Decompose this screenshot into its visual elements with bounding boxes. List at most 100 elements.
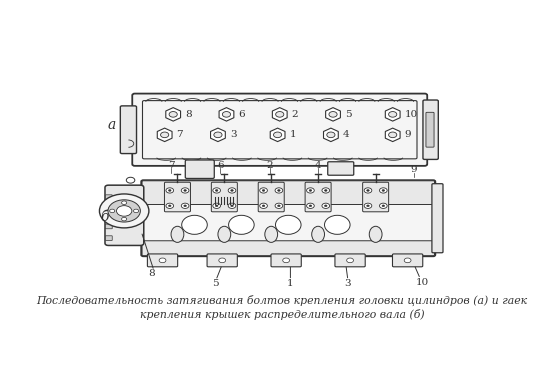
Circle shape xyxy=(213,203,221,209)
Circle shape xyxy=(109,209,115,213)
Polygon shape xyxy=(270,128,285,142)
FancyBboxPatch shape xyxy=(142,181,434,204)
Circle shape xyxy=(275,203,283,209)
Ellipse shape xyxy=(324,215,350,234)
Text: 5: 5 xyxy=(345,110,351,119)
Text: 7: 7 xyxy=(168,161,174,170)
Text: 8: 8 xyxy=(148,269,155,278)
Text: 2: 2 xyxy=(267,161,273,170)
FancyBboxPatch shape xyxy=(328,162,354,175)
Circle shape xyxy=(166,203,174,209)
Circle shape xyxy=(283,258,289,263)
FancyBboxPatch shape xyxy=(423,100,438,160)
Text: 2: 2 xyxy=(292,110,298,119)
Circle shape xyxy=(108,200,140,222)
Circle shape xyxy=(168,190,171,191)
Text: 4: 4 xyxy=(315,161,321,170)
Circle shape xyxy=(324,190,327,191)
Circle shape xyxy=(276,112,284,117)
FancyBboxPatch shape xyxy=(185,160,215,179)
Text: крепления крышек распределительного вала (б): крепления крышек распределительного вала… xyxy=(140,309,424,320)
Polygon shape xyxy=(386,128,400,142)
Circle shape xyxy=(367,190,369,191)
Polygon shape xyxy=(323,128,338,142)
Circle shape xyxy=(379,203,387,209)
Circle shape xyxy=(260,188,267,193)
Circle shape xyxy=(382,190,384,191)
Ellipse shape xyxy=(182,215,207,234)
FancyBboxPatch shape xyxy=(106,236,112,241)
FancyBboxPatch shape xyxy=(142,101,417,159)
FancyBboxPatch shape xyxy=(393,254,423,267)
Circle shape xyxy=(214,132,222,138)
FancyBboxPatch shape xyxy=(426,112,434,147)
FancyBboxPatch shape xyxy=(258,182,284,212)
Circle shape xyxy=(222,112,230,117)
Polygon shape xyxy=(386,108,400,121)
Circle shape xyxy=(278,190,280,191)
Circle shape xyxy=(100,194,149,228)
Circle shape xyxy=(309,190,312,191)
Circle shape xyxy=(322,188,329,193)
FancyBboxPatch shape xyxy=(164,182,190,212)
Text: 10: 10 xyxy=(416,277,429,287)
Circle shape xyxy=(275,188,283,193)
Polygon shape xyxy=(157,128,172,142)
Circle shape xyxy=(184,190,186,191)
Polygon shape xyxy=(272,108,287,121)
Circle shape xyxy=(327,132,335,138)
Polygon shape xyxy=(211,128,226,142)
Polygon shape xyxy=(326,108,340,121)
FancyBboxPatch shape xyxy=(106,209,112,214)
Circle shape xyxy=(182,203,189,209)
Circle shape xyxy=(324,205,327,207)
Circle shape xyxy=(184,205,186,207)
FancyBboxPatch shape xyxy=(147,254,178,267)
Text: 5: 5 xyxy=(212,279,219,288)
Text: 9: 9 xyxy=(405,130,411,139)
Circle shape xyxy=(216,190,218,191)
Circle shape xyxy=(404,258,411,263)
Text: 10: 10 xyxy=(405,110,418,119)
Circle shape xyxy=(306,203,314,209)
Ellipse shape xyxy=(276,215,301,234)
FancyBboxPatch shape xyxy=(271,254,301,267)
Text: а: а xyxy=(107,118,116,132)
Circle shape xyxy=(159,258,166,263)
Text: 6: 6 xyxy=(238,110,245,119)
Circle shape xyxy=(367,205,369,207)
Circle shape xyxy=(346,258,354,263)
Ellipse shape xyxy=(229,215,254,234)
Text: 3: 3 xyxy=(230,130,236,139)
Circle shape xyxy=(278,205,280,207)
FancyBboxPatch shape xyxy=(106,195,112,200)
FancyBboxPatch shape xyxy=(432,184,443,253)
Circle shape xyxy=(329,112,337,117)
Polygon shape xyxy=(166,108,180,121)
Circle shape xyxy=(389,112,397,117)
Text: 8: 8 xyxy=(185,110,192,119)
Circle shape xyxy=(168,205,171,207)
Ellipse shape xyxy=(312,226,324,242)
Text: 6: 6 xyxy=(217,161,223,170)
Circle shape xyxy=(231,190,233,191)
FancyBboxPatch shape xyxy=(142,241,434,256)
FancyBboxPatch shape xyxy=(106,224,112,229)
Ellipse shape xyxy=(369,226,382,242)
Ellipse shape xyxy=(265,226,278,242)
Circle shape xyxy=(169,112,177,117)
Circle shape xyxy=(182,188,189,193)
FancyBboxPatch shape xyxy=(362,182,389,212)
Text: 1: 1 xyxy=(289,130,296,139)
Circle shape xyxy=(122,217,126,221)
Circle shape xyxy=(364,203,372,209)
Circle shape xyxy=(382,205,384,207)
Text: 9: 9 xyxy=(411,165,417,174)
Circle shape xyxy=(117,206,132,216)
Polygon shape xyxy=(219,108,234,121)
Text: 4: 4 xyxy=(343,130,349,139)
Text: 3: 3 xyxy=(345,279,351,288)
Circle shape xyxy=(213,188,221,193)
Circle shape xyxy=(216,205,218,207)
Circle shape xyxy=(273,132,282,138)
